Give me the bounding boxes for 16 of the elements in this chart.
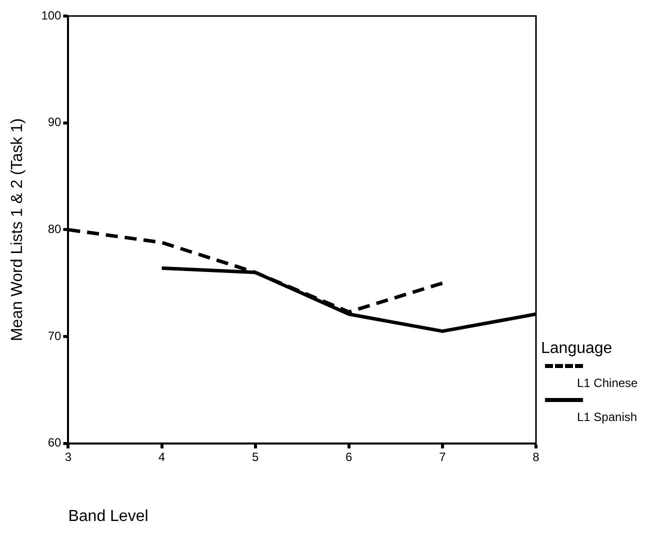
text: L1 Chinese [577,376,638,390]
y-tick-label: 80 [48,222,62,236]
x-tick-label: 6 [346,450,353,464]
y-tick-label: 70 [48,328,62,343]
x-axis-title: Band Level [68,508,148,525]
y-axis-title: Mean Word Lists 1 & 2 (Task 1) [9,118,26,342]
y-tick-label: 60 [48,436,62,450]
text: L1 Spanish [577,410,638,424]
legend-title: Language [541,340,614,358]
x-tick-label: 3 [64,450,72,464]
x-tick-label: 4 [158,450,166,464]
x-tick-label: 7 [439,450,446,464]
x-tick-label: 8 [532,450,540,464]
y-tick-label: 100 [41,8,62,22]
x-tick-label: 5 [252,450,259,464]
y-tick-label: 90 [48,115,62,130]
